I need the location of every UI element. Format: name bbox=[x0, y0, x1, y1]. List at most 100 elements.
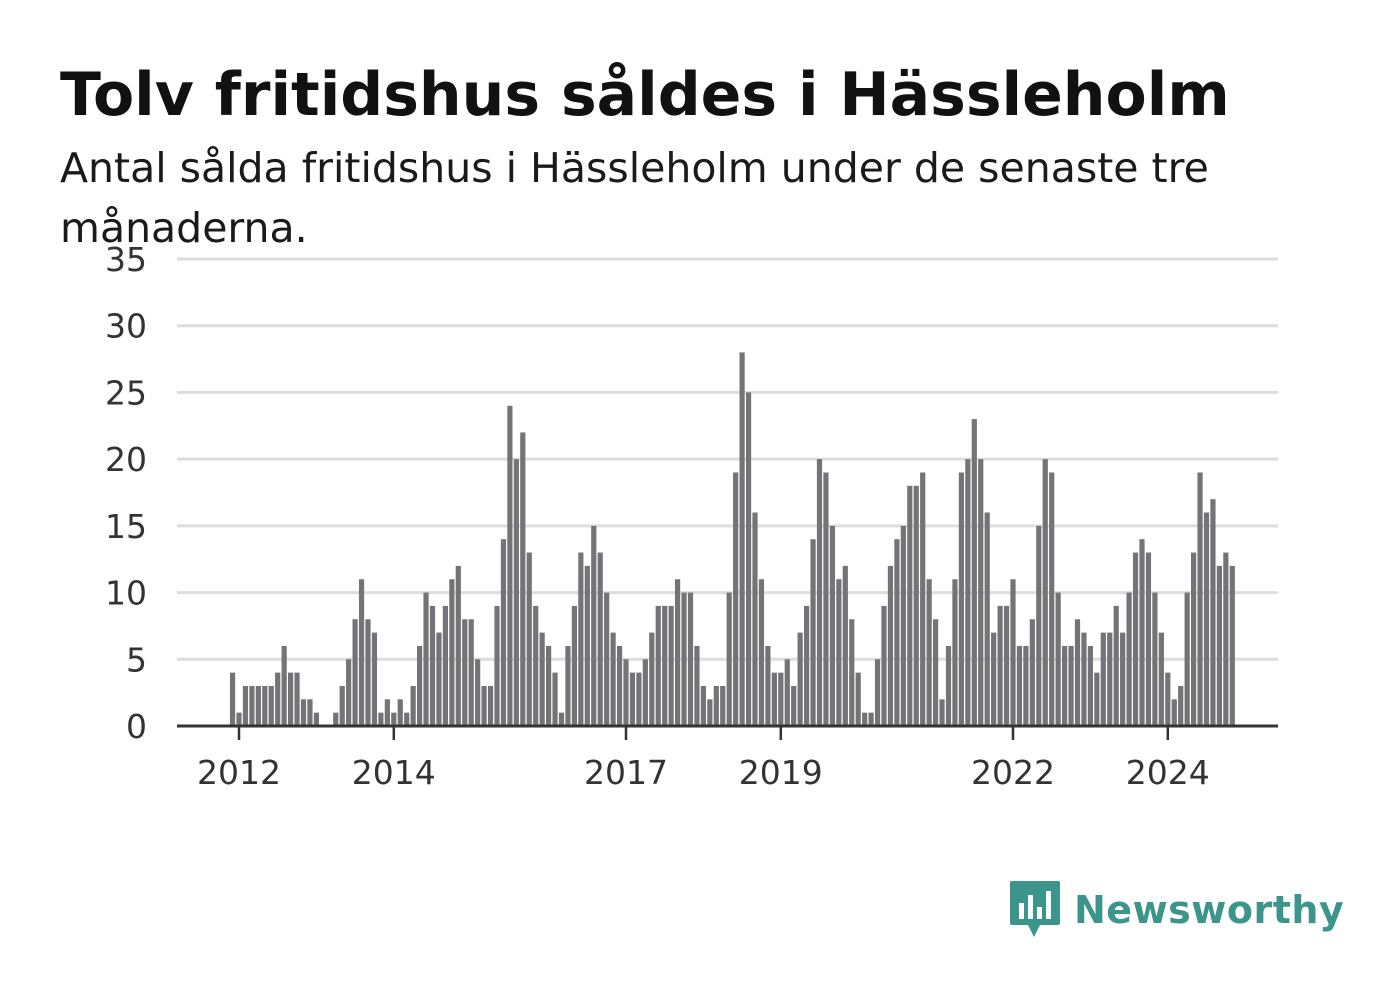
bar bbox=[1113, 605, 1119, 726]
bar bbox=[733, 472, 739, 726]
bar bbox=[629, 672, 636, 726]
bar bbox=[1165, 672, 1171, 726]
bar bbox=[1036, 525, 1042, 726]
bar bbox=[1139, 539, 1145, 726]
bar bbox=[1171, 699, 1177, 726]
bar bbox=[681, 592, 687, 726]
bar bbox=[1062, 645, 1068, 726]
bar bbox=[849, 619, 855, 726]
y-tick-label: 25 bbox=[105, 373, 147, 412]
bar bbox=[449, 579, 455, 726]
bar bbox=[649, 632, 655, 726]
bar bbox=[404, 712, 410, 726]
bar bbox=[1042, 459, 1048, 726]
x-tick-label: 2017 bbox=[584, 753, 668, 792]
bar bbox=[926, 579, 932, 726]
bar bbox=[758, 579, 765, 726]
bar bbox=[958, 472, 964, 726]
bar bbox=[991, 632, 997, 726]
bar bbox=[797, 632, 803, 726]
bar bbox=[939, 699, 945, 726]
bar bbox=[913, 485, 919, 726]
callout-marker bbox=[1269, 0, 1281, 6]
bar bbox=[765, 645, 771, 726]
bar bbox=[1197, 472, 1203, 726]
annotation: 12 bbox=[1269, 0, 1321, 9]
bar bbox=[384, 699, 390, 726]
bar bbox=[604, 592, 610, 726]
bar bbox=[255, 685, 261, 726]
bar bbox=[610, 632, 616, 726]
bar bbox=[397, 699, 403, 726]
x-tick-label: 2014 bbox=[352, 753, 436, 792]
tick-labels: 0 5 10 15 20 25 30 35 2012 2014 2017 2019 2022 2024 bbox=[105, 240, 1210, 792]
bar bbox=[249, 685, 255, 726]
bar bbox=[352, 619, 358, 726]
bar bbox=[371, 632, 378, 726]
bar bbox=[978, 459, 984, 726]
bar bbox=[313, 712, 319, 726]
y-tick-label: 15 bbox=[105, 507, 147, 546]
bar bbox=[971, 419, 977, 726]
bar bbox=[1074, 619, 1081, 726]
x-tick-label: 2019 bbox=[739, 753, 823, 792]
bar bbox=[745, 392, 752, 726]
y-tick-label: 5 bbox=[126, 640, 147, 679]
bar bbox=[739, 352, 745, 726]
bar bbox=[346, 659, 352, 726]
bar bbox=[784, 659, 790, 726]
bar bbox=[894, 539, 900, 726]
bar bbox=[410, 685, 416, 726]
bar bbox=[571, 605, 577, 726]
bar bbox=[455, 565, 461, 726]
highlight-value-label: 12 bbox=[1278, 0, 1321, 9]
bar bbox=[500, 539, 507, 726]
bar bbox=[1029, 619, 1035, 726]
chart-subtitle: Antal sålda fritidshus i Hässleholm unde… bbox=[60, 144, 1209, 252]
bar bbox=[526, 552, 532, 726]
bar bbox=[468, 619, 474, 726]
bar bbox=[623, 659, 629, 726]
bar bbox=[823, 472, 829, 726]
bar bbox=[713, 685, 719, 726]
bar bbox=[481, 685, 487, 726]
bar bbox=[1158, 632, 1164, 726]
bar bbox=[1210, 499, 1216, 726]
bar bbox=[1100, 632, 1106, 726]
bar bbox=[855, 672, 861, 726]
x-axis bbox=[177, 724, 1278, 740]
bar bbox=[920, 472, 926, 726]
bar bbox=[1107, 632, 1113, 726]
bar bbox=[307, 699, 313, 726]
bar bbox=[868, 712, 874, 726]
bar bbox=[984, 512, 990, 726]
bar bbox=[771, 672, 777, 726]
bar bbox=[487, 685, 494, 726]
bar bbox=[462, 619, 468, 726]
bar bbox=[616, 645, 623, 726]
y-tick-label: 10 bbox=[105, 574, 147, 613]
bar bbox=[1049, 472, 1055, 726]
bar bbox=[1010, 579, 1016, 726]
bar bbox=[675, 579, 681, 726]
newsworthy-logo: Newsworthy bbox=[1008, 878, 1344, 942]
bar bbox=[720, 685, 726, 726]
bar bbox=[881, 605, 887, 726]
bar bbox=[1203, 512, 1210, 726]
bar bbox=[1003, 605, 1010, 726]
bar bbox=[810, 539, 816, 726]
bar bbox=[513, 459, 519, 726]
bar bbox=[300, 699, 307, 726]
bar bbox=[1068, 645, 1074, 726]
bar bbox=[1016, 645, 1023, 726]
bar bbox=[965, 459, 971, 726]
bar bbox=[539, 632, 545, 726]
bar bbox=[294, 672, 300, 726]
y-tick-label: 30 bbox=[105, 307, 147, 346]
bar bbox=[1055, 592, 1061, 726]
bar bbox=[952, 579, 958, 726]
bar bbox=[275, 672, 281, 726]
bar bbox=[1178, 685, 1184, 726]
bar bbox=[288, 672, 294, 726]
bar bbox=[804, 605, 810, 726]
